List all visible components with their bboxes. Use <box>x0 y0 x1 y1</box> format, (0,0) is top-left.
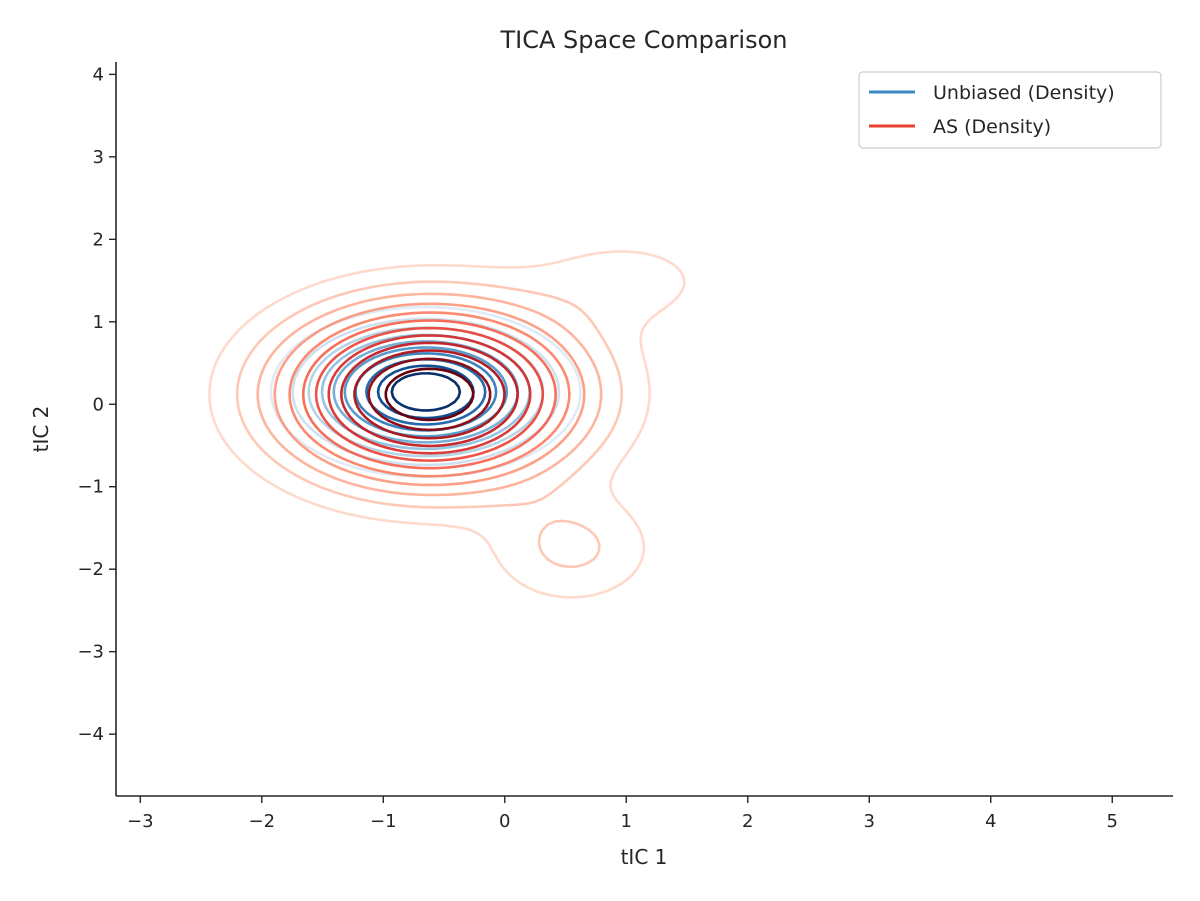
x-tick-label: −1 <box>370 811 397 832</box>
x-tick-label: 0 <box>499 811 510 832</box>
contour-plot-area <box>208 250 686 599</box>
x-tick-label: 2 <box>742 811 753 832</box>
legend-label-unbiased: Unbiased (Density) <box>933 82 1115 104</box>
contour-level <box>256 292 603 497</box>
chart-title: TICA Space Comparison <box>499 26 787 54</box>
contour-level <box>367 357 492 432</box>
contour-level <box>353 349 506 440</box>
x-tick-label: 5 <box>1107 811 1118 832</box>
x-axis-label: tIC 1 <box>621 845 668 869</box>
contour-level <box>384 367 475 422</box>
y-tick-label: −1 <box>77 477 104 498</box>
x-tick-label: −2 <box>249 811 276 832</box>
x-tick-label: 1 <box>621 811 632 832</box>
axes: −3 −2 −1 0 1 2 3 4 5 −4 −3 −2 −1 0 1 2 3 4 <box>77 62 1173 832</box>
y-tick-label: 4 <box>93 64 104 85</box>
y-tick-label: −4 <box>77 724 104 745</box>
y-tick-label: 3 <box>93 147 104 168</box>
y-tick-label: −3 <box>77 642 104 663</box>
y-axis-label: tIC 2 <box>29 406 53 453</box>
x-tick-label: 3 <box>864 811 875 832</box>
legend: Unbiased (Density) AS (Density) <box>858 71 1162 149</box>
y-tick-label: −2 <box>77 559 104 580</box>
contour-series-1 <box>208 250 686 599</box>
legend-label-as: AS (Density) <box>933 116 1051 138</box>
y-ticks: −4 −3 −2 −1 0 1 2 3 4 <box>77 64 116 745</box>
contour-level <box>340 341 519 448</box>
contour-level <box>208 250 686 599</box>
y-tick-label: 0 <box>93 394 104 415</box>
contour-level <box>390 372 462 412</box>
contour-level <box>327 334 532 455</box>
contour-level <box>301 319 557 470</box>
contour-level <box>288 311 571 478</box>
contour-level <box>235 280 624 569</box>
x-tick-label: −3 <box>127 811 154 832</box>
y-tick-label: 1 <box>93 312 104 333</box>
x-tick-label: 4 <box>985 811 996 832</box>
y-tick-label: 2 <box>93 229 104 250</box>
x-ticks: −3 −2 −1 0 1 2 3 4 5 <box>127 796 1118 832</box>
contour-level <box>273 302 586 487</box>
contour-level <box>314 326 545 462</box>
legend-frame <box>858 71 1162 149</box>
